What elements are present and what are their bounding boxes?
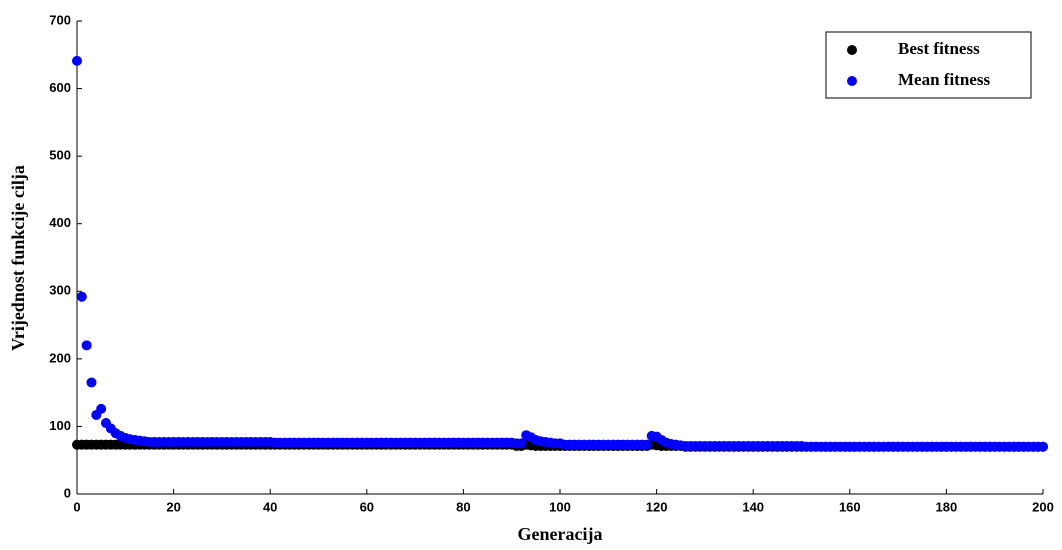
y-tick-label: 100: [49, 418, 71, 433]
point: [76, 291, 87, 302]
point: [86, 377, 97, 388]
legend-label: Mean fitness: [898, 70, 990, 89]
y-tick-label: 700: [49, 12, 71, 27]
y-tick-label: 500: [49, 148, 71, 163]
point: [641, 439, 652, 450]
x-tick-label: 160: [839, 499, 861, 514]
legend-marker: [847, 45, 857, 55]
point: [72, 55, 82, 66]
y-tick-label: 600: [49, 80, 71, 95]
y-tick-label: 0: [64, 485, 71, 500]
x-tick-label: 200: [1032, 499, 1054, 514]
y-tick-label: 300: [49, 283, 71, 298]
y-tick-label: 200: [49, 350, 71, 365]
x-tick-label: 0: [73, 499, 80, 514]
x-tick-label: 60: [360, 499, 374, 514]
y-axis-label: Vrijednost funkcije cilja: [8, 165, 28, 351]
legend-box: [825, 31, 1032, 99]
point: [516, 438, 527, 449]
x-tick-label: 180: [936, 499, 958, 514]
x-tick-label: 40: [263, 499, 277, 514]
x-tick-label: 80: [456, 499, 470, 514]
legend-label: Best fitness: [898, 39, 980, 58]
point: [96, 403, 107, 414]
legend-marker: [847, 76, 857, 86]
x-tick-label: 100: [549, 499, 571, 514]
x-axis-label: Generacija: [518, 524, 603, 544]
point: [81, 340, 92, 351]
x-tick-label: 120: [646, 499, 668, 514]
x-tick-label: 140: [742, 499, 764, 514]
x-tick-label: 20: [166, 499, 180, 514]
point: [1038, 441, 1048, 452]
y-tick-label: 400: [49, 215, 71, 230]
